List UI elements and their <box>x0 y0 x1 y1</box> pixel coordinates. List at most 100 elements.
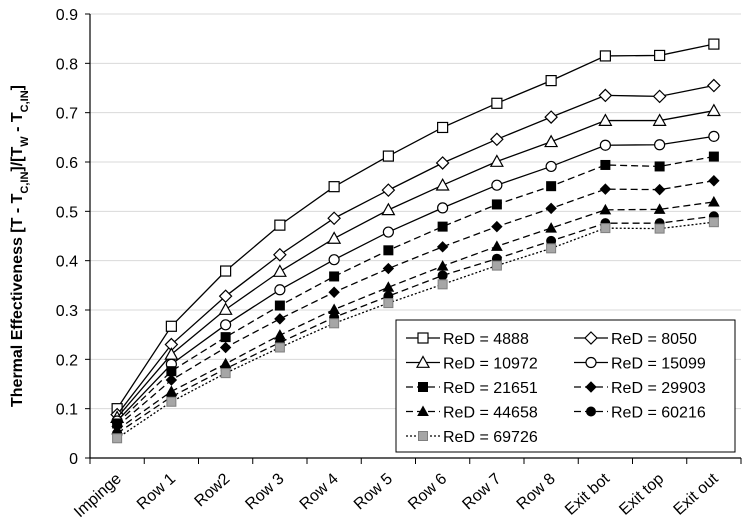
data-point-marker <box>706 103 721 117</box>
legend-label: ReD = 15099 <box>611 356 706 373</box>
data-point-marker <box>546 181 557 192</box>
data-point-marker <box>220 265 232 277</box>
data-point-marker <box>598 113 613 126</box>
data-point-marker <box>417 332 429 344</box>
data-point-marker <box>166 396 177 407</box>
data-point-marker <box>654 49 666 62</box>
y-axis-title: Thermal Effectiveness [T - TC,IN]/[TW - … <box>9 85 31 407</box>
x-tick-label: Impinge <box>71 470 125 521</box>
data-point-marker <box>707 78 721 93</box>
data-point-marker <box>599 50 611 62</box>
series <box>112 217 719 444</box>
data-point-marker <box>329 318 340 329</box>
data-point-marker <box>490 132 504 147</box>
data-point-marker <box>546 243 557 254</box>
y-tick-label: 0 <box>69 451 78 468</box>
data-point-marker <box>437 121 449 134</box>
data-point-marker <box>274 284 286 296</box>
y-axis-label-part: Thermal Effectiveness [T - T <box>9 193 26 407</box>
legend-label: ReD = 10972 <box>443 356 538 373</box>
data-point-marker <box>383 245 394 256</box>
legend-label: ReD = 29903 <box>611 380 706 397</box>
data-point-marker <box>585 381 597 393</box>
data-point-marker <box>491 199 502 210</box>
data-point-marker <box>327 231 342 244</box>
data-point-marker <box>437 202 449 214</box>
data-point-marker <box>220 368 231 379</box>
data-point-marker <box>327 211 341 226</box>
data-point-marker <box>708 151 719 162</box>
x-tick-label: Row2 <box>192 470 234 510</box>
x-tick-labels: Impinge Row 1 Row2 Row 3 Row 4 Row 5 Row 6 Row … <box>71 470 722 521</box>
data-point-marker <box>382 150 394 162</box>
y-tick-label: 0.5 <box>56 204 78 221</box>
x-tick-label: Row 6 <box>405 470 450 513</box>
data-point-marker <box>545 74 557 87</box>
data-point-marker <box>708 195 720 207</box>
data-point-marker <box>220 332 231 343</box>
data-point-marker <box>165 374 178 386</box>
data-point-marker <box>653 183 666 196</box>
series-line <box>116 155 714 424</box>
data-point-marker <box>383 298 394 309</box>
data-point-marker <box>545 222 557 233</box>
legend-label: ReD = 60216 <box>611 405 706 422</box>
data-point-marker <box>654 161 665 172</box>
data-point-marker <box>418 382 428 392</box>
data-point-marker <box>165 320 177 332</box>
data-point-marker <box>489 154 504 167</box>
data-point-marker <box>274 342 285 353</box>
legend-box <box>395 319 736 453</box>
series-line <box>116 215 714 434</box>
y-tick-label: 0.2 <box>56 352 78 369</box>
data-point-marker <box>708 217 719 228</box>
data-point-marker <box>218 289 233 304</box>
data-point-marker <box>544 134 559 148</box>
y-tick-label: 0.7 <box>56 106 78 123</box>
legend-label: ReD = 21651 <box>443 380 538 397</box>
data-point-marker <box>544 110 558 124</box>
data-point-marker <box>599 203 612 215</box>
data-point-marker <box>600 159 611 170</box>
data-point-marker <box>381 202 396 216</box>
axes <box>85 13 742 464</box>
data-point-marker <box>491 179 503 191</box>
y-tick-label: 0.4 <box>56 254 78 271</box>
x-tick-label: Row 1 <box>134 470 179 513</box>
y-tick-label: 0.3 <box>56 303 78 320</box>
legend: ReD = 4888 ReD = 8050 ReD = 10972 ReD = 150… <box>395 319 736 453</box>
series-group <box>110 38 721 444</box>
data-point-marker <box>708 130 720 142</box>
data-point-marker <box>219 341 232 354</box>
data-point-marker <box>652 113 667 126</box>
y-tick-label: 0.6 <box>56 155 78 172</box>
data-point-marker <box>382 262 395 275</box>
data-point-marker <box>418 431 428 441</box>
legend-label: ReD = 4888 <box>443 331 529 348</box>
x-tick-label: Exit top <box>616 470 667 518</box>
y-axis-label-subscript: W <box>19 136 31 147</box>
x-tick-label: Row 7 <box>459 470 504 513</box>
data-point-marker <box>417 405 429 416</box>
legend-label: ReD = 44658 <box>443 405 538 422</box>
x-tick-label: Row 4 <box>297 470 342 513</box>
data-point-marker <box>599 183 612 195</box>
series-line <box>116 110 714 418</box>
x-tick-label: Row 8 <box>514 470 559 513</box>
series-line <box>116 43 715 410</box>
data-point-marker <box>654 139 666 151</box>
data-point-marker <box>274 313 286 325</box>
data-point-marker <box>381 183 396 197</box>
data-point-marker <box>435 156 450 170</box>
data-point-marker <box>272 264 287 277</box>
data-point-marker <box>436 241 449 253</box>
data-point-marker <box>329 271 340 282</box>
data-point-marker <box>435 177 450 191</box>
y-axis-label-subscript: C,IN <box>19 172 31 194</box>
series <box>110 103 721 423</box>
data-point-marker <box>545 160 557 173</box>
series <box>112 151 719 429</box>
data-point-marker <box>382 226 394 238</box>
data-point-marker <box>218 302 233 315</box>
